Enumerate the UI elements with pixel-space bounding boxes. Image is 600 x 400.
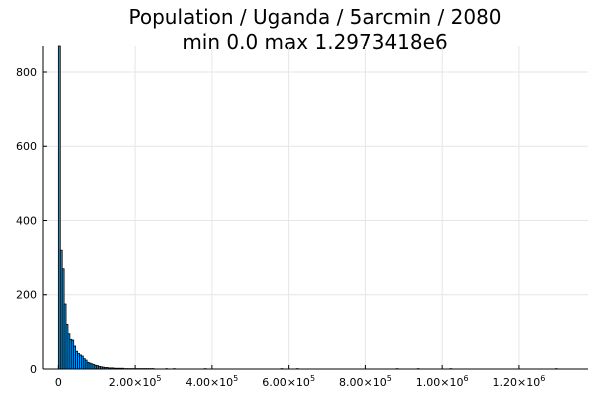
y-tick-label: 200 — [16, 289, 37, 302]
bars — [57, 45, 558, 370]
chart-subtitle: min 0.0 max 1.2973418e6 — [182, 30, 447, 54]
x-tick-label: 1.20×106 — [493, 374, 546, 389]
x-tick-label: 8.00×105 — [339, 374, 392, 389]
y-tick-label: 400 — [16, 214, 37, 227]
x-tick-label: 2.00×105 — [109, 374, 162, 389]
grid — [43, 46, 588, 370]
chart-title: Population / Uganda / 5arcmin / 2080 — [128, 5, 501, 29]
x-tick-label: 4.00×105 — [185, 374, 238, 389]
y-tick-label: 600 — [16, 140, 37, 153]
y-tick-label: 0 — [30, 363, 37, 376]
x-ticks: 0 2.00×105 4.00×105 6.00×105 8.00×105 1.00×10… — [55, 365, 545, 389]
y-ticks: 0 200 400 600 800 — [16, 66, 47, 376]
axes — [42, 46, 588, 370]
y-tick-label: 800 — [16, 66, 37, 79]
x-tick-label: 1.00×106 — [416, 374, 469, 389]
x-tick-label: 6.00×105 — [262, 374, 315, 389]
x-tick-label: 0 — [55, 376, 62, 389]
